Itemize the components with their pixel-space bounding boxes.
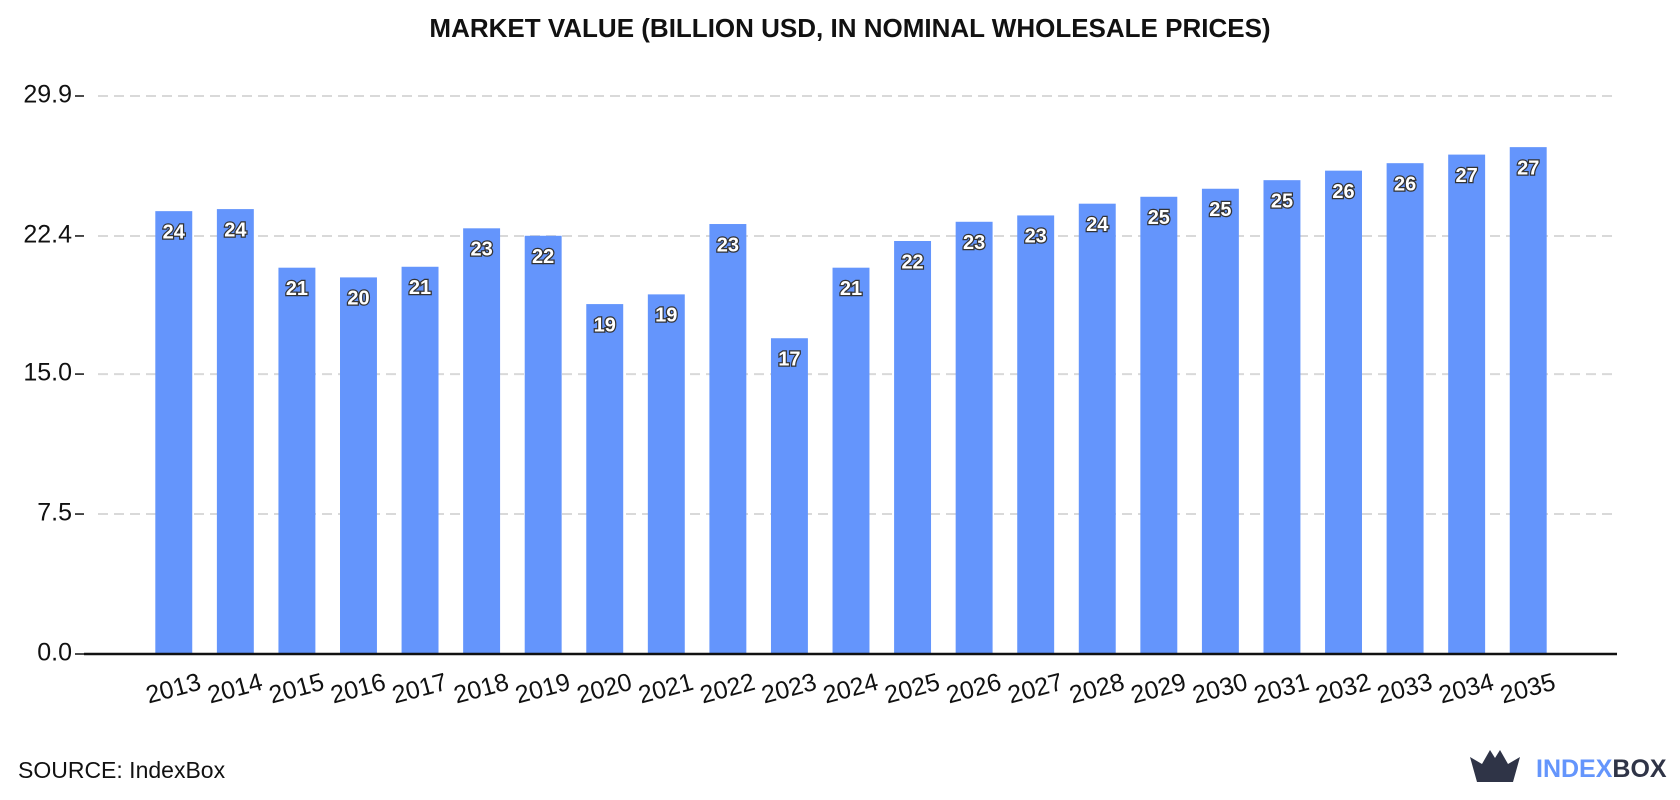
bar <box>1078 203 1116 654</box>
x-tick-label: 2029 <box>1128 668 1189 709</box>
logo-text: INDEXBOX <box>1536 755 1667 783</box>
bar <box>340 277 377 654</box>
bar <box>1386 163 1424 654</box>
value-label: 21 <box>409 277 431 299</box>
x-tick-label: 2025 <box>882 668 943 709</box>
value-label: 19 <box>594 314 616 336</box>
value-label: 25 <box>1148 207 1170 229</box>
bar <box>1263 180 1301 654</box>
chart-title: MARKET VALUE (BILLION USD, IN NOMINAL WH… <box>429 13 1270 43</box>
bar <box>1448 154 1486 654</box>
value-label: 21 <box>286 278 308 300</box>
bar <box>278 267 316 654</box>
x-tick-label: 2032 <box>1313 668 1374 709</box>
bar <box>894 241 932 654</box>
value-label: 22 <box>532 246 554 268</box>
bar <box>216 209 254 655</box>
bar <box>1140 196 1178 654</box>
bar <box>770 338 808 654</box>
bar <box>1201 188 1239 655</box>
logo: INDEXBOX <box>1470 750 1667 783</box>
x-tick-label: 2019 <box>512 668 573 709</box>
value-label: 26 <box>1332 181 1354 203</box>
bar <box>1017 215 1055 655</box>
x-tick-label: 2015 <box>266 668 327 709</box>
x-tick-label: 2021 <box>635 668 696 709</box>
logo-icon <box>1470 750 1520 782</box>
x-tick-label: 2030 <box>1190 668 1251 709</box>
value-label: 27 <box>1456 165 1478 187</box>
bar <box>832 267 870 654</box>
value-label: 23 <box>470 239 492 261</box>
value-label: 23 <box>963 232 985 254</box>
bar <box>955 221 993 655</box>
value-label: 24 <box>163 221 186 243</box>
y-tick-label: 15.0 <box>23 359 72 387</box>
bar <box>1509 147 1547 654</box>
bar <box>1325 170 1362 654</box>
bar <box>647 294 685 654</box>
y-tick-label: 29.9 <box>23 81 72 109</box>
x-tick-label: 2035 <box>1497 668 1558 709</box>
value-label: 23 <box>717 234 739 256</box>
value-label: 25 <box>1271 190 1293 212</box>
bar <box>155 211 193 654</box>
x-tick-label: 2024 <box>820 668 881 709</box>
value-label: 23 <box>1025 226 1047 248</box>
logo-first: INDEX <box>1536 755 1613 783</box>
x-tick-label: 2033 <box>1374 668 1435 709</box>
bar <box>524 235 562 654</box>
x-tick-label: 2016 <box>328 668 389 709</box>
bar <box>709 224 747 654</box>
x-tick-label: 2023 <box>759 668 820 709</box>
value-label: 25 <box>1209 199 1231 221</box>
y-tick-label: 7.5 <box>37 499 72 527</box>
value-label: 27 <box>1517 157 1539 179</box>
bar <box>463 228 501 654</box>
value-label: 19 <box>655 305 677 327</box>
value-label: 22 <box>901 251 923 273</box>
bar <box>401 266 439 654</box>
value-label: 24 <box>1086 214 1109 236</box>
x-tick-label: 2027 <box>1005 668 1066 709</box>
x-tick-label: 2028 <box>1066 668 1127 709</box>
x-tick-label: 2026 <box>943 668 1004 709</box>
value-label: 21 <box>840 278 862 300</box>
x-tick-label: 2031 <box>1251 668 1312 709</box>
x-tick-label: 2020 <box>574 668 635 709</box>
value-label: 17 <box>778 349 800 371</box>
logo-second: BOX <box>1612 755 1667 783</box>
bar <box>586 304 624 654</box>
x-tick-label: 2013 <box>143 668 204 709</box>
source: SOURCE: IndexBox <box>18 757 226 783</box>
y-tick-label: 0.0 <box>37 639 72 667</box>
value-label: 20 <box>347 288 369 310</box>
x-tick-label: 2022 <box>697 668 758 709</box>
value-label: 24 <box>224 219 247 241</box>
x-tick-label: 2014 <box>204 668 265 709</box>
y-tick-label: 22.4 <box>23 221 72 249</box>
value-label: 26 <box>1394 173 1416 195</box>
x-tick-label: 2017 <box>389 668 450 709</box>
x-tick-label: 2034 <box>1436 668 1497 709</box>
x-tick-label: 2018 <box>451 668 512 709</box>
